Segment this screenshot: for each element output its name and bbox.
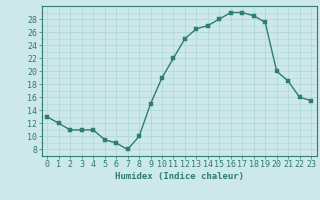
X-axis label: Humidex (Indice chaleur): Humidex (Indice chaleur) [115, 172, 244, 181]
